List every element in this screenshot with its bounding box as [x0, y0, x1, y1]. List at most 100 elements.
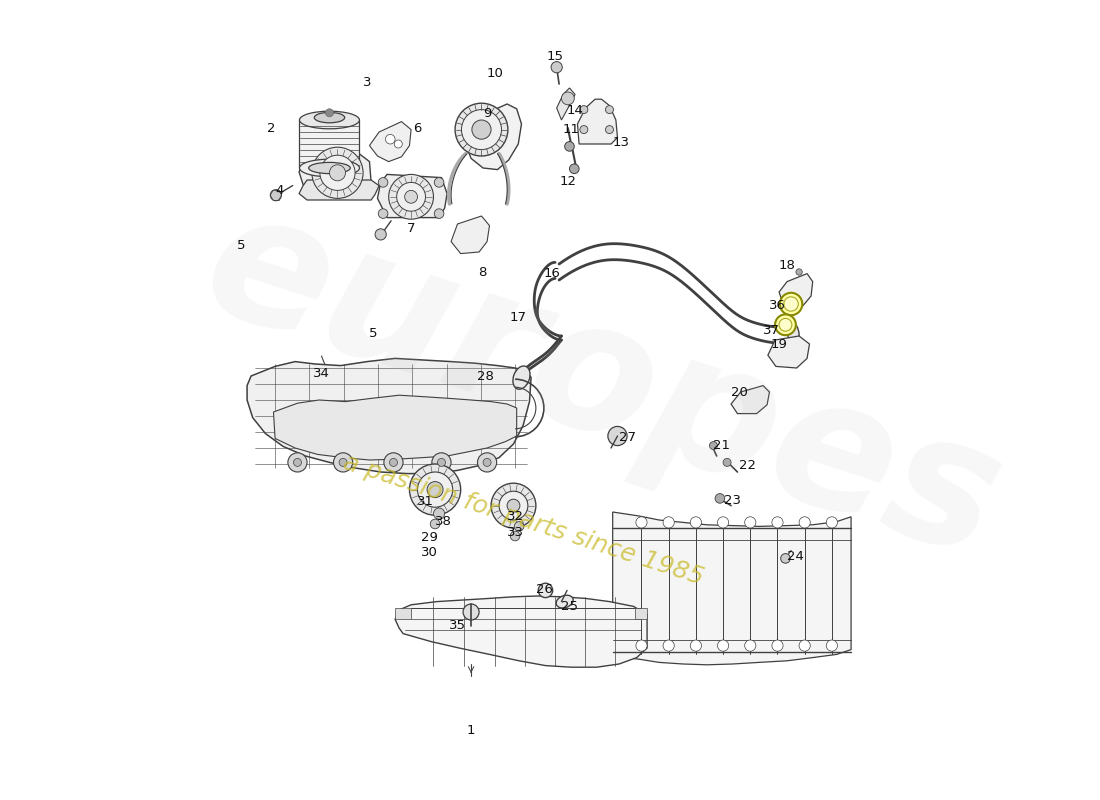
- Circle shape: [477, 453, 497, 472]
- Text: 20: 20: [730, 386, 748, 398]
- Circle shape: [375, 229, 386, 240]
- Polygon shape: [248, 358, 531, 474]
- Text: 24: 24: [786, 550, 803, 562]
- Circle shape: [608, 426, 627, 446]
- Polygon shape: [395, 596, 647, 667]
- Circle shape: [491, 483, 536, 528]
- Circle shape: [826, 517, 837, 528]
- Ellipse shape: [513, 366, 530, 390]
- Polygon shape: [635, 608, 647, 619]
- Text: 19: 19: [771, 338, 788, 350]
- Circle shape: [663, 640, 674, 651]
- Circle shape: [397, 182, 426, 211]
- Circle shape: [663, 517, 674, 528]
- Circle shape: [507, 499, 520, 512]
- Text: 7: 7: [407, 222, 416, 234]
- Circle shape: [799, 640, 811, 651]
- Text: 12: 12: [560, 175, 576, 188]
- Text: 16: 16: [543, 267, 560, 280]
- Text: 13: 13: [613, 136, 629, 149]
- Text: 5: 5: [370, 327, 377, 340]
- Circle shape: [776, 314, 796, 335]
- Circle shape: [796, 269, 802, 275]
- Circle shape: [394, 140, 403, 148]
- Circle shape: [438, 458, 446, 466]
- Polygon shape: [732, 386, 770, 414]
- Text: europes: europes: [185, 173, 1022, 595]
- Circle shape: [434, 209, 444, 218]
- Circle shape: [434, 178, 444, 187]
- Circle shape: [333, 453, 353, 472]
- Polygon shape: [578, 99, 617, 144]
- Polygon shape: [395, 608, 411, 619]
- Circle shape: [561, 92, 574, 105]
- Text: 2: 2: [267, 122, 275, 134]
- Text: a passion for parts since 1985: a passion for parts since 1985: [340, 450, 706, 590]
- Ellipse shape: [482, 122, 500, 146]
- Text: 35: 35: [449, 619, 466, 632]
- Ellipse shape: [299, 111, 360, 129]
- Circle shape: [455, 103, 508, 156]
- Circle shape: [510, 531, 520, 541]
- Circle shape: [427, 482, 443, 498]
- Circle shape: [784, 297, 799, 311]
- Text: 10: 10: [486, 67, 504, 80]
- Text: 29: 29: [421, 531, 438, 544]
- Polygon shape: [370, 122, 411, 162]
- Ellipse shape: [538, 583, 552, 598]
- Polygon shape: [768, 336, 810, 368]
- Text: 15: 15: [547, 50, 563, 62]
- Circle shape: [781, 554, 790, 563]
- Circle shape: [515, 522, 524, 531]
- Circle shape: [580, 106, 587, 114]
- Circle shape: [432, 453, 451, 472]
- Text: 36: 36: [769, 299, 785, 312]
- Circle shape: [715, 494, 725, 503]
- Text: 21: 21: [713, 439, 730, 452]
- Circle shape: [312, 147, 363, 198]
- Circle shape: [384, 453, 403, 472]
- Circle shape: [570, 164, 579, 174]
- Circle shape: [326, 109, 333, 117]
- Polygon shape: [274, 395, 517, 460]
- Text: 31: 31: [417, 495, 434, 508]
- Circle shape: [378, 178, 388, 187]
- Text: 14: 14: [566, 104, 583, 117]
- Circle shape: [580, 126, 587, 134]
- Circle shape: [339, 458, 348, 466]
- Circle shape: [405, 190, 418, 203]
- Ellipse shape: [309, 162, 350, 174]
- Circle shape: [409, 464, 461, 515]
- Text: 9: 9: [483, 107, 492, 120]
- Circle shape: [463, 604, 480, 620]
- Circle shape: [551, 62, 562, 73]
- Circle shape: [388, 174, 433, 219]
- Polygon shape: [299, 154, 371, 192]
- Polygon shape: [377, 174, 447, 218]
- Circle shape: [780, 293, 802, 315]
- Text: 17: 17: [509, 311, 527, 324]
- Polygon shape: [299, 120, 359, 168]
- Text: 37: 37: [762, 324, 780, 337]
- Text: 23: 23: [724, 494, 741, 506]
- Circle shape: [772, 517, 783, 528]
- Text: 6: 6: [414, 122, 421, 134]
- Circle shape: [385, 134, 395, 144]
- Ellipse shape: [557, 595, 573, 608]
- Circle shape: [378, 209, 388, 218]
- Polygon shape: [299, 180, 380, 200]
- Circle shape: [605, 126, 614, 134]
- Circle shape: [483, 458, 491, 466]
- Circle shape: [605, 106, 614, 114]
- Text: 5: 5: [238, 239, 245, 252]
- Text: 28: 28: [477, 370, 494, 382]
- Circle shape: [430, 519, 440, 529]
- Circle shape: [330, 165, 345, 181]
- Polygon shape: [779, 274, 813, 309]
- Ellipse shape: [788, 323, 799, 346]
- Circle shape: [717, 517, 728, 528]
- Circle shape: [433, 508, 444, 519]
- Circle shape: [691, 640, 702, 651]
- Text: 27: 27: [618, 431, 636, 444]
- Circle shape: [745, 517, 756, 528]
